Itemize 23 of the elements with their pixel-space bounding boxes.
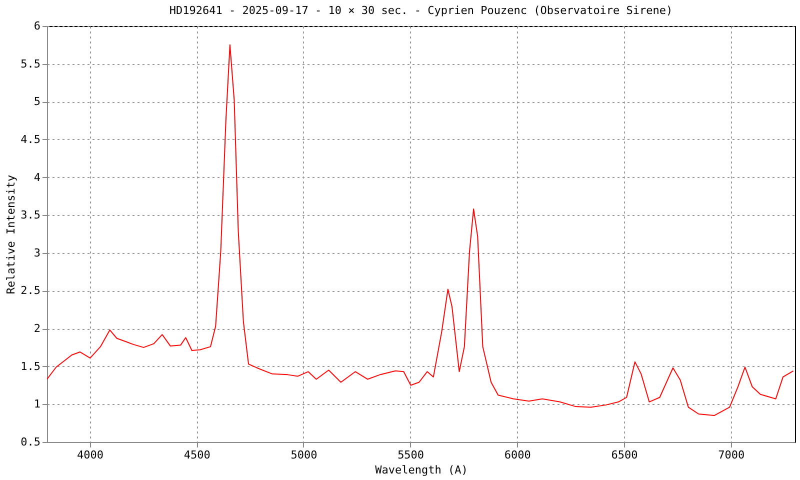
y-tick-label: 2.5 [20,284,40,298]
y-tick-label: 2 [34,322,40,336]
chart-title: HD192641 - 2025-09-17 - 10 × 30 sec. - Cyprien Pouzenc (Observatoire Sirene) [169,4,673,17]
x-tick-label: 7000 [718,448,745,462]
y-tick-label: 4.5 [20,132,40,146]
x-tick-label: 4500 [184,448,210,462]
y-tick-label: 6 [34,20,40,32]
y-axis-title: Relative Intensity [4,174,18,294]
x-tick-label: 5000 [290,448,318,462]
x-tick-label: 6500 [611,448,638,462]
y-tick-label: 1 [34,398,40,411]
y-tick-label: 3 [34,246,40,260]
x-tick-label: 6000 [504,448,531,462]
x-tick-label: 5500 [398,448,424,462]
line-series [47,44,794,416]
y-tick-label: 0.5 [20,436,40,448]
y-tick-label: 3.5 [20,208,40,222]
x-tick-label: 4000 [76,448,104,462]
y-tick-label: 1.5 [20,360,40,373]
y-tick-label: 5 [34,95,40,108]
x-axis-title: Wavelength (A) [375,464,468,476]
y-tick-label: 5.5 [20,57,40,70]
y-tick-label: 4 [34,170,41,184]
